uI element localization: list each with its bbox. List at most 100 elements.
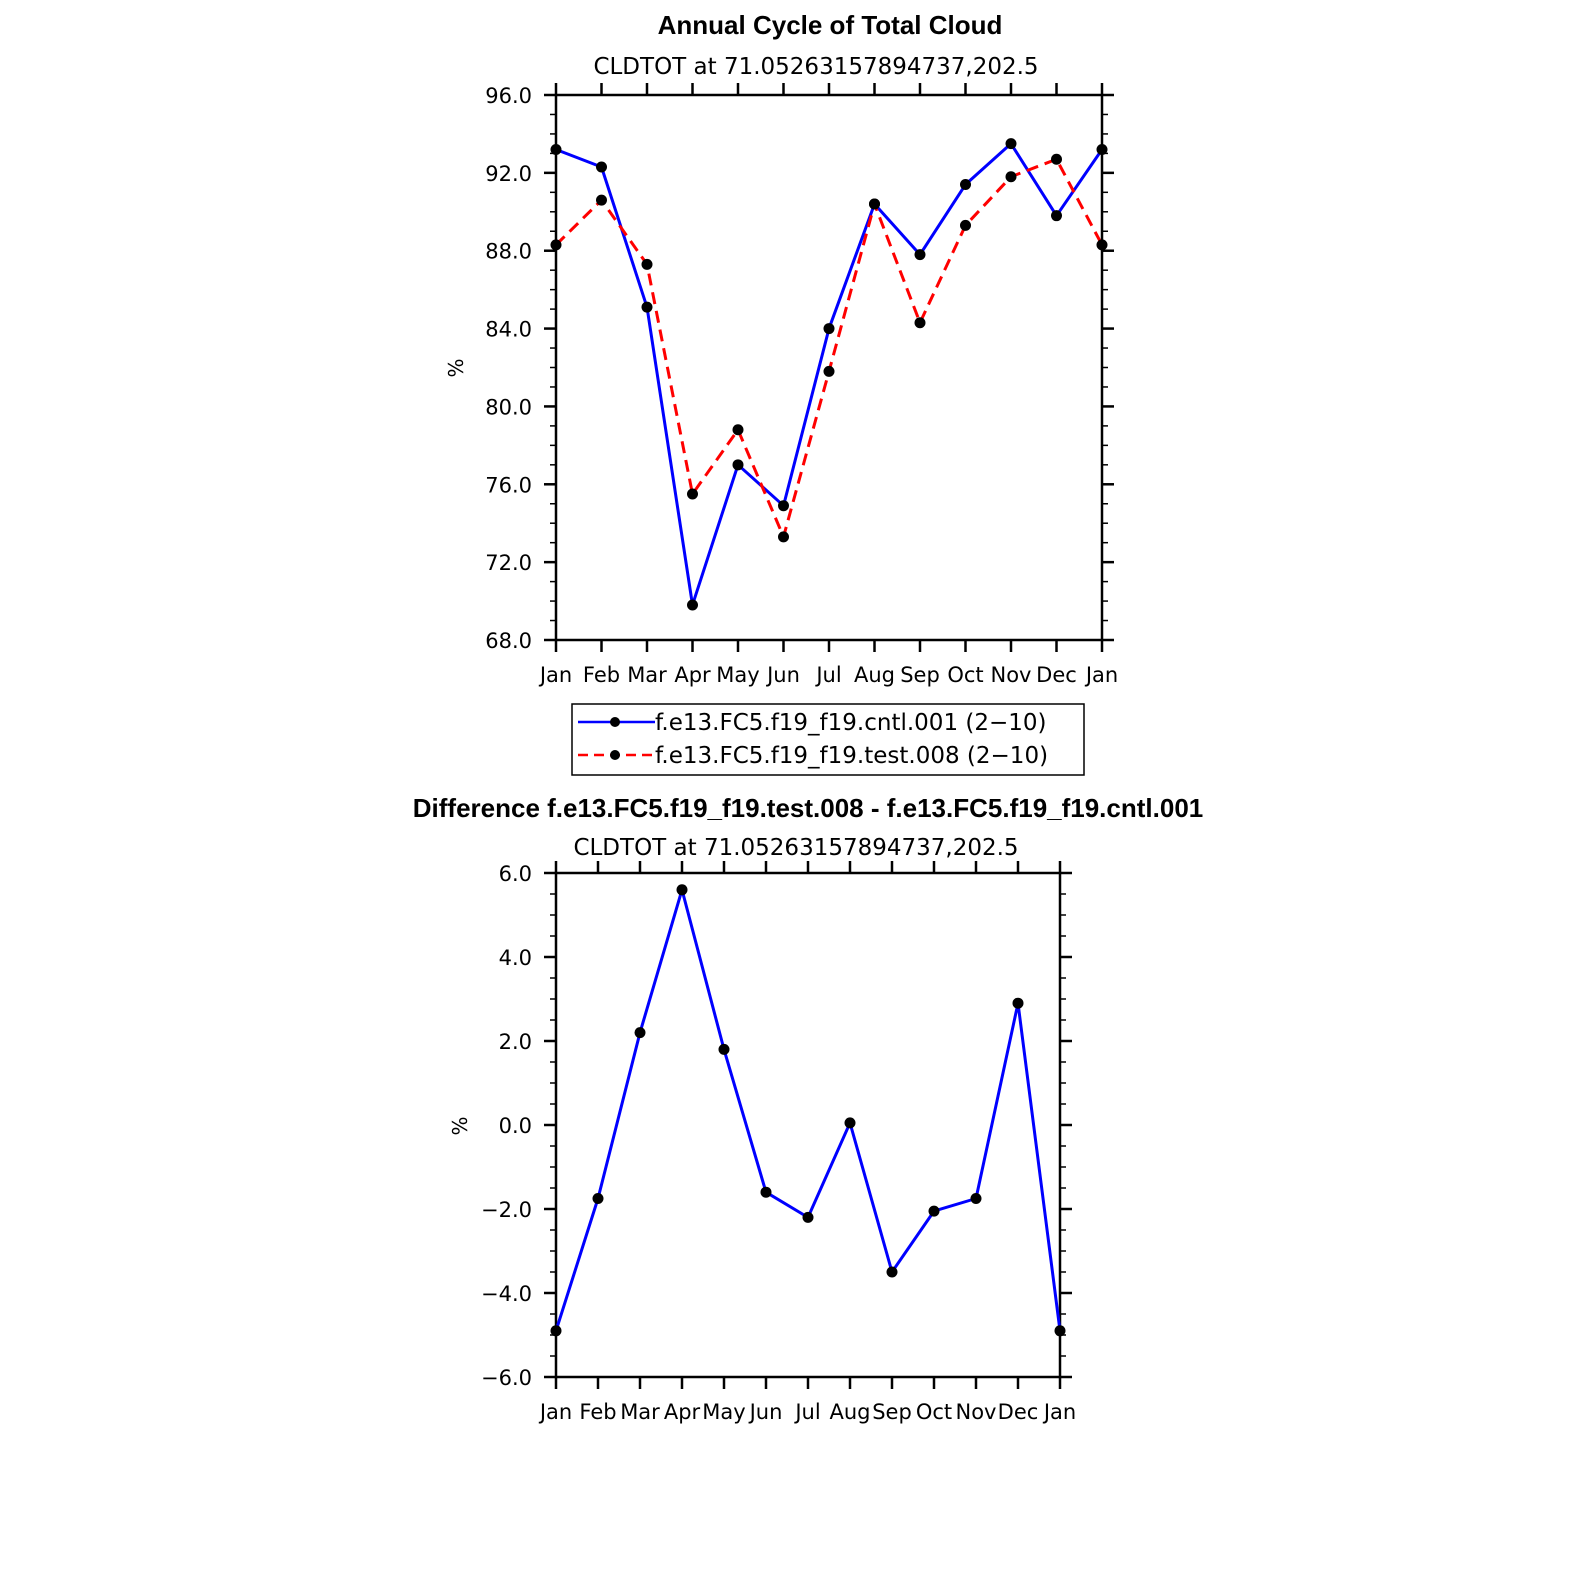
x-tick-label: May (702, 1400, 745, 1424)
axes: 68.0 72.0 76.0 80.0 84.0 88.0 92.0 96.0 Jan Feb Ma… (485, 83, 1118, 687)
y-tick-label: 96.0 (485, 84, 532, 108)
y-tick-label: 6.0 (499, 862, 532, 886)
data-point (802, 1211, 814, 1223)
legend-box (571, 703, 1085, 776)
x-tick-label: Mar (620, 1400, 660, 1424)
chart-subtitle: CLDTOT at 71.05263157894737,202.5 (573, 835, 1018, 861)
data-point (1005, 171, 1017, 183)
x-tick-label: Apr (664, 1400, 701, 1424)
data-point (823, 365, 835, 377)
x-tick-label: Jul (793, 1400, 820, 1424)
data-point (641, 258, 653, 270)
x-tick-label: Sep (872, 1400, 912, 1424)
data-point (634, 1027, 646, 1039)
x-tick-label: Dec (1036, 663, 1077, 687)
plot-frame (554, 871, 1062, 1379)
x-tick-label: Oct (916, 1400, 952, 1424)
x-tick-label: Jul (814, 663, 841, 687)
data-point (914, 317, 926, 329)
data-point (676, 884, 688, 896)
x-tick-label: Nov (956, 1400, 997, 1424)
x-tick-label: Dec (998, 1400, 1039, 1424)
series-line-0 (554, 888, 1062, 1332)
data-point (1051, 153, 1062, 165)
x-tick-label: Aug (854, 663, 895, 687)
legend-marker-test (610, 750, 620, 760)
x-tick-label: Mar (627, 663, 667, 687)
x-tick-label: Jun (748, 1400, 783, 1424)
data-point (869, 198, 880, 210)
chart-subtitle: CLDTOT at 71.05263157894737,202.5 (593, 54, 1038, 80)
data-point (718, 1043, 730, 1055)
x-tick-label: Aug (829, 1400, 870, 1424)
data-point (960, 179, 971, 191)
data-point (550, 144, 562, 155)
y-tick-label: 88.0 (485, 240, 532, 264)
legend-label-cntl: f.e13.FC5.f19_f19.cntl.001 (2−10) (655, 710, 1047, 736)
y-tick-label: −4.0 (481, 1282, 532, 1306)
legend: f.e13.FC5.f19_f19.cntl.001 (2−10) f.e13.… (571, 703, 1085, 776)
series-layer (550, 138, 1108, 611)
chart-title: Annual Cycle of Total Cloud (658, 10, 1003, 40)
x-tick-label: Oct (947, 663, 983, 687)
y-tick-label: 68.0 (485, 629, 532, 653)
y-tick-label: −6.0 (481, 1366, 532, 1390)
data-point (596, 194, 607, 206)
x-tick-label: Sep (900, 663, 940, 687)
x-tick-label: Jan (1084, 663, 1118, 687)
data-point (550, 1325, 562, 1337)
y-tick-label: 84.0 (485, 318, 532, 342)
x-tick-label: Apr (674, 663, 711, 687)
y-tick-label: 2.0 (499, 1030, 532, 1054)
data-point (641, 301, 653, 313)
x-tick-label: Jan (538, 663, 572, 687)
y-tick-label: 76.0 (485, 473, 532, 497)
data-point (886, 1266, 898, 1278)
x-tick-label: Jan (1042, 1400, 1076, 1424)
data-point (1005, 138, 1017, 150)
data-point (1051, 210, 1062, 222)
series-layer (550, 884, 1066, 1337)
x-tick-label: Feb (579, 1400, 616, 1424)
data-point (732, 459, 744, 471)
data-point (1096, 144, 1108, 155)
x-tick-label: May (716, 663, 759, 687)
data-point (592, 1193, 604, 1204)
data-point (732, 424, 744, 436)
legend-label-test: f.e13.FC5.f19_f19.test.008 (2−10) (655, 743, 1048, 769)
legend-marker-cntl (610, 717, 620, 727)
data-point (778, 531, 789, 543)
data-point (823, 323, 835, 335)
data-point (760, 1186, 772, 1198)
data-point (687, 599, 698, 611)
data-point (778, 500, 789, 512)
y-tick-label: −2.0 (481, 1198, 532, 1222)
y-tick-label: 92.0 (485, 162, 532, 186)
data-point (1012, 997, 1024, 1009)
difference-chart: Difference f.e13.FC5.f19_f19.test.008 - … (413, 793, 1204, 1424)
data-point (1096, 239, 1108, 251)
x-tick-label: Jun (765, 663, 800, 687)
data-point (1054, 1325, 1066, 1337)
data-point (687, 488, 698, 500)
y-tick-label: 0.0 (499, 1114, 532, 1138)
data-point (928, 1205, 940, 1217)
y-tick-label: 80.0 (485, 395, 532, 419)
chart-title: Difference f.e13.FC5.f19_f19.test.008 - … (413, 793, 1204, 823)
data-point (970, 1193, 982, 1204)
data-point (914, 249, 926, 261)
x-tick-label: Feb (583, 663, 620, 687)
data-point (596, 161, 607, 173)
y-axis-label: % (444, 358, 468, 377)
x-tick-label: Nov (991, 663, 1032, 687)
annual-cycle-chart: Annual Cycle of Total Cloud CLDTOT at 71… (444, 10, 1118, 687)
y-tick-label: 72.0 (485, 551, 532, 575)
y-tick-label: 4.0 (499, 946, 532, 970)
data-point (550, 239, 562, 251)
data-point (844, 1117, 856, 1129)
data-point (960, 219, 971, 231)
x-tick-label: Jan (538, 1400, 572, 1424)
series-line-1 (554, 157, 1104, 539)
